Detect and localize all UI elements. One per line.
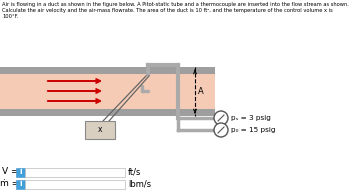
Bar xyxy=(0,67,215,74)
Circle shape xyxy=(214,111,228,125)
Text: lbm/s: lbm/s xyxy=(128,179,151,189)
Text: V =: V = xyxy=(2,167,19,177)
Text: ft/s: ft/s xyxy=(128,167,141,177)
Text: p₀ = 15 psig: p₀ = 15 psig xyxy=(231,127,275,133)
Bar xyxy=(25,167,125,177)
Text: Calculate the air velocity and the air-mass flowrate. The area of the duct is 10: Calculate the air velocity and the air-m… xyxy=(2,8,333,13)
Text: x: x xyxy=(98,126,102,134)
Text: i: i xyxy=(19,179,22,189)
Bar xyxy=(0,74,215,109)
Bar xyxy=(0,109,215,116)
Text: A: A xyxy=(198,87,204,96)
Bar xyxy=(85,121,115,139)
Text: pₛ = 3 psig: pₛ = 3 psig xyxy=(231,115,271,121)
Text: 100°F.: 100°F. xyxy=(2,14,18,19)
Text: ṁ =: ṁ = xyxy=(0,179,19,189)
Bar xyxy=(16,167,25,177)
Circle shape xyxy=(214,123,228,137)
Text: i: i xyxy=(19,167,22,177)
Bar xyxy=(16,179,25,189)
Text: Air is flowing in a duct as shown in the figure below. A Pitot-static tube and a: Air is flowing in a duct as shown in the… xyxy=(2,2,349,7)
Bar xyxy=(25,179,125,189)
